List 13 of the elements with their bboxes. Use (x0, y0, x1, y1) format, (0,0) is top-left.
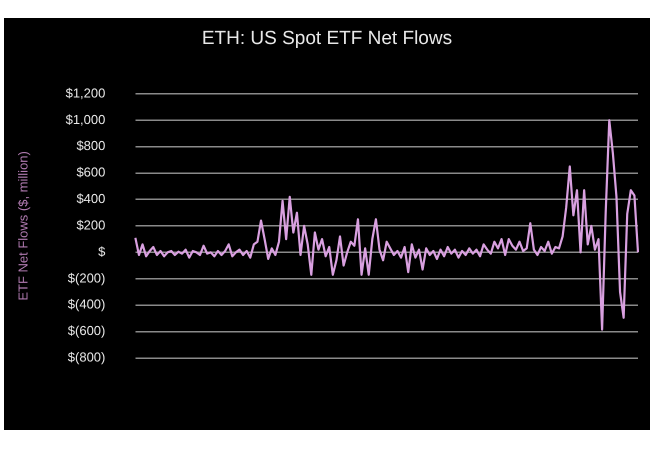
y-tick-label: $(800) (68, 350, 106, 365)
y-tick-label: $ (98, 244, 106, 259)
y-tick-label: $800 (76, 138, 106, 154)
chart-title: ETH: US Spot ETF Net Flows (200, 28, 454, 50)
y-tick-label: $600 (76, 164, 106, 180)
y-tick-label: $1,200 (66, 85, 106, 100)
y-tick-label: $1,000 (66, 112, 106, 127)
y-axis-title: ETF Net Flows ($, million) (15, 151, 30, 301)
y-tick-label: $400 (76, 191, 106, 206)
y-tick-label: $(600) (68, 323, 106, 338)
y-tick-label: $(400) (68, 296, 106, 312)
y-tick-label: $200 (76, 217, 106, 232)
y-tick-label: $(200) (68, 270, 106, 286)
